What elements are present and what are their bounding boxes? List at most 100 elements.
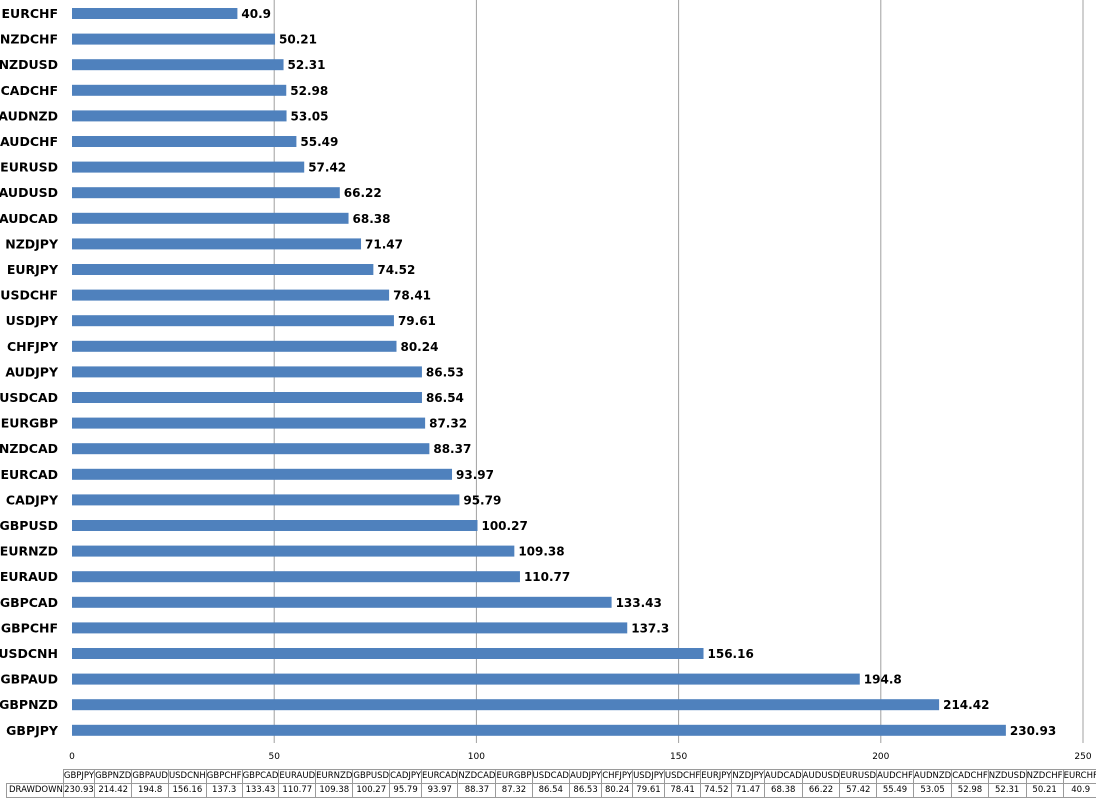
data-table-header-gbpchf: GBPCHF — [205, 769, 243, 784]
data-table-value-usdcnh: 156.16 — [167, 783, 207, 798]
bar-gbpaud — [72, 673, 860, 685]
gridlines — [273, 0, 1084, 743]
data-table-header-gbpcad: GBPCAD — [241, 769, 280, 784]
x-tick-50: 50 — [268, 752, 280, 762]
data-label-nzdusd: 52.31 — [288, 58, 326, 72]
bar-audchf — [72, 136, 297, 147]
data-table-value-usdcad: 86.54 — [531, 783, 570, 798]
data-table-header-gbpnzd: GBPNZD — [94, 769, 133, 784]
data-table-corner — [6, 769, 64, 784]
data-label-eurusd: 57.42 — [308, 161, 346, 175]
data-table-header-usdchf: USDCHF — [663, 769, 702, 784]
bar-nzdusd — [72, 59, 284, 71]
data-label-gbpchf: 137.3 — [631, 621, 669, 635]
data-label-audchf: 55.49 — [300, 135, 338, 149]
data-table-value-chfjpy: 80.24 — [601, 783, 634, 798]
data-table: GBPJPY GBPNZD GBPAUD USDCNH GBPCHF GBPCAD EURA… — [6, 769, 1096, 798]
data-label-eurchf: 40.9 — [241, 7, 271, 21]
bar-eurcad — [72, 468, 453, 480]
x-tick-0: 0 — [69, 752, 75, 762]
data-table-header-audnzd: AUDNZD — [912, 769, 953, 784]
data-table-header-chfjpy: CHFJPY — [601, 769, 634, 784]
data-table-header-eurnzd: EURNZD — [315, 769, 354, 784]
category-label-audnzd: AUDNZD — [0, 108, 58, 123]
data-table-value-gbpaud: 194.8 — [131, 783, 169, 798]
data-table-value-cadjpy: 95.79 — [389, 783, 423, 798]
data-table-header-gbpaud: GBPAUD — [131, 769, 169, 784]
bar-gbpjpy — [72, 724, 1006, 736]
bar-nzdcad — [72, 443, 430, 455]
data-label-gbpjpy: 230.93 — [1010, 724, 1056, 738]
data-table-header-row: GBPJPY GBPNZD GBPAUD USDCNH GBPCHF GBPCAD EURA… — [6, 769, 1096, 784]
category-label-chfjpy: CHFJPY — [7, 339, 59, 354]
data-label-eurcad: 93.97 — [456, 468, 494, 482]
data-table-series-name: DRAWDOWN — [6, 783, 64, 798]
category-label-gbpnzd: GBPNZD — [0, 697, 58, 712]
category-label-usdcnh: USDCNH — [0, 646, 58, 661]
data-table-header-euraud: EURAUD — [278, 769, 317, 784]
category-label-audchf: AUDCHF — [0, 134, 58, 149]
x-tick-250: 250 — [1074, 752, 1091, 762]
data-label-eurnzd: 109.38 — [518, 545, 564, 559]
data-table-value-audcad: 68.38 — [763, 783, 803, 798]
data-table-value-eurcad: 93.97 — [421, 783, 459, 798]
data-label-nzdcad: 88.37 — [433, 442, 471, 456]
data-table-value-usdjpy: 79.61 — [632, 783, 665, 798]
category-label-nzdjpy: NZDJPY — [5, 236, 59, 251]
data-label-audjpy: 86.53 — [426, 365, 464, 379]
drawdown-bar-chart: GBPJPY GBPNZD GBPAUD USDCNH GBPCHF GBPCAD EURA… — [0, 0, 1092, 762]
category-label-nzdcad: NZDCAD — [0, 441, 58, 456]
category-label-euraud: EURAUD — [0, 569, 58, 584]
category-label-nzdusd: NZDUSD — [0, 57, 58, 72]
bar-cadjpy — [72, 494, 460, 506]
data-table-header-gbpusd: GBPUSD — [352, 769, 391, 784]
data-label-chfjpy: 80.24 — [400, 340, 438, 354]
data-table-value-gbpusd: 100.27 — [352, 783, 391, 798]
x-axis-tick-labels: 0 50 100 150 200 250 — [69, 752, 1092, 762]
data-table-header-nzdjpy: NZDJPY — [731, 769, 765, 784]
category-label-audusd: AUDUSD — [0, 185, 58, 200]
data-table-header-audusd: AUDUSD — [801, 769, 841, 784]
x-tick-100: 100 — [468, 752, 485, 762]
data-table-header-eurjpy: EURJPY — [700, 769, 733, 784]
data-label-gbpcad: 133.43 — [616, 596, 662, 610]
data-table-value-cadchf: 52.98 — [951, 783, 989, 798]
data-table-header-audcad: AUDCAD — [763, 769, 803, 784]
category-label-usdchf: USDCHF — [0, 288, 58, 303]
data-table-header-eurusd: EURUSD — [839, 769, 878, 784]
category-label-audcad: AUDCAD — [0, 211, 58, 226]
data-label-usdchf: 78.41 — [393, 289, 431, 303]
category-label-gbpaud: GBPAUD — [0, 672, 58, 687]
data-label-eurgbp: 87.32 — [429, 417, 467, 431]
data-table-value-gbpnzd: 214.42 — [94, 783, 133, 798]
data-table-header-eurchf: EURCHF — [1062, 769, 1096, 784]
x-tick-200: 200 — [872, 752, 889, 762]
bar-eurgbp — [72, 417, 426, 429]
data-label-usdjpy: 79.61 — [398, 314, 436, 328]
data-table-value-audnzd: 53.05 — [912, 783, 953, 798]
data-table-header-gbpjpy: GBPJPY — [62, 769, 96, 784]
data-table-value-eurchf: 40.9 — [1062, 783, 1096, 798]
data-table-value-nzdjpy: 71.47 — [731, 783, 765, 798]
bar-usdjpy — [72, 315, 394, 327]
category-label-eurnzd: EURNZD — [0, 544, 58, 559]
data-table-header-nzdcad: NZDCAD — [457, 769, 497, 784]
category-label-nzdchf: NZDCHF — [0, 32, 58, 47]
data-table-values-row: DRAWDOWN 230.93 214.42 194.8 156.16 137.3 133.… — [6, 783, 1096, 798]
data-table-value-gbpchf: 137.3 — [205, 783, 243, 798]
data-label-eurjpy: 74.52 — [377, 263, 415, 277]
bar-cadchf — [72, 84, 287, 96]
x-tick-150: 150 — [670, 752, 687, 762]
bar-usdcad — [72, 392, 422, 403]
data-table-value-usdchf: 78.41 — [663, 783, 702, 798]
data-table-header-nzdchf: NZDCHF — [1025, 769, 1064, 784]
data-table-value-nzdusd: 52.31 — [987, 783, 1027, 798]
data-label-gbpusd: 100.27 — [481, 519, 527, 533]
bar-gbpchf — [72, 622, 628, 634]
category-label-usdcad: USDCAD — [0, 390, 58, 405]
category-label-cadchf: CADCHF — [1, 83, 58, 98]
data-table-header-audjpy: AUDJPY — [568, 769, 603, 784]
data-label-usdcad: 86.54 — [426, 391, 464, 405]
data-table-value-euraud: 110.77 — [278, 783, 317, 798]
data-table-value-eurnzd: 109.38 — [315, 783, 354, 798]
